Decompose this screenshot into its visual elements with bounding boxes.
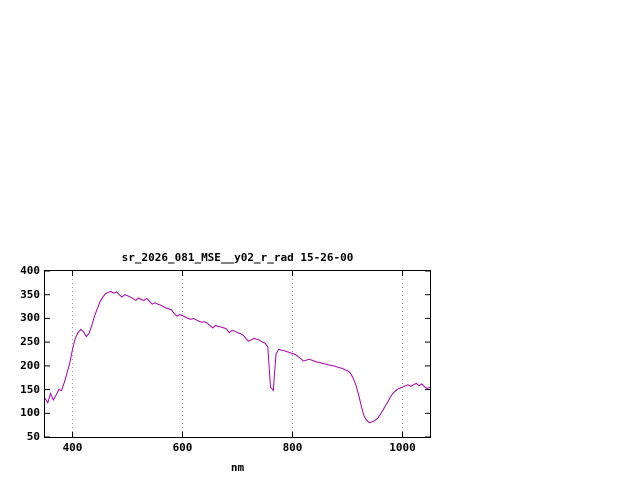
x-axis-tick-label: 400 — [62, 441, 83, 454]
y-axis-tick-label: 300 — [20, 311, 40, 325]
y-axis-tick-label: 150 — [20, 382, 40, 396]
x-axis-label: nm — [230, 461, 245, 474]
y-axis-tick-label: 100 — [20, 406, 40, 420]
y-axis-tick-label: 200 — [20, 358, 40, 372]
x-axis-tick-label: 800 — [282, 441, 303, 454]
spectral-line-chart — [45, 271, 430, 437]
plot-area — [44, 270, 431, 438]
x-axis-tick-label: 600 — [172, 441, 193, 454]
y-axis-tick-label: 250 — [20, 335, 40, 349]
y-axis-tick-label: 50 — [26, 430, 40, 443]
y-axis-tick-label: 400 — [20, 264, 40, 277]
chart-title: sr_2026_081_MSE__y02_r_rad 15-26-00 — [121, 251, 354, 264]
spectrum-line — [45, 290, 430, 424]
y-axis-tick-label: 350 — [20, 287, 40, 301]
x-axis-tick-label: 1000 — [389, 441, 416, 454]
